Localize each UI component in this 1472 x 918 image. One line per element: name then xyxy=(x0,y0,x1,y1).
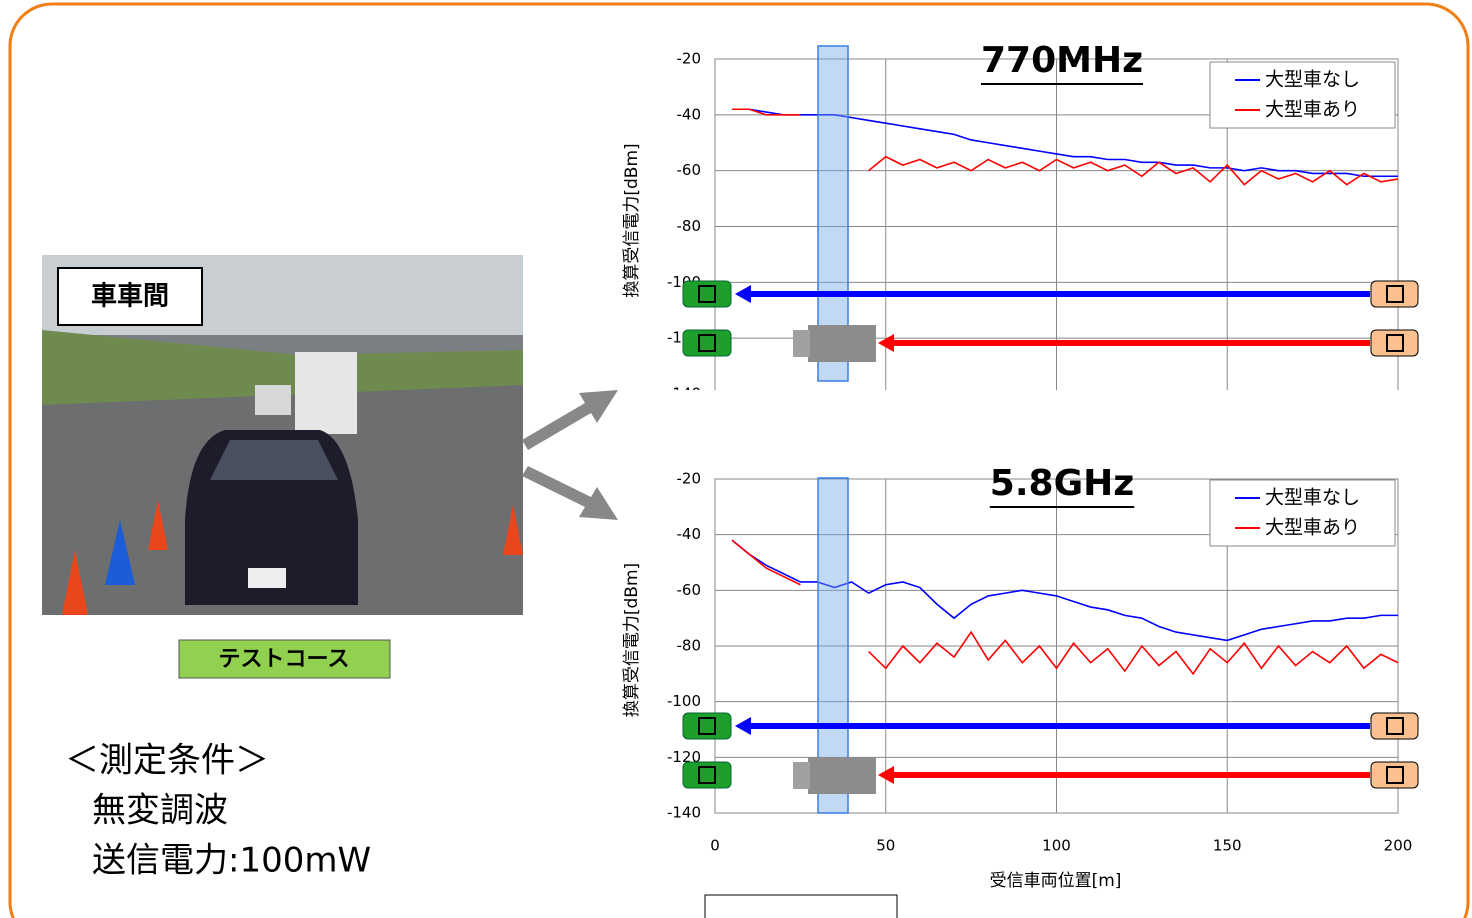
y-tick-label: -100 xyxy=(667,692,701,710)
sender-icon xyxy=(1370,712,1419,740)
chart-title: 770MHz xyxy=(981,40,1143,81)
note-box xyxy=(704,894,898,918)
y-tick-label: -80 xyxy=(677,637,702,655)
x-axis-label: 受信車両位置[m] xyxy=(990,871,1122,891)
x-tick-label: 100 xyxy=(1042,837,1071,855)
x-tick-label: 50 xyxy=(876,837,895,855)
x-tick-label: 200 xyxy=(1384,837,1413,855)
series-line xyxy=(732,108,1398,178)
receiver-icon xyxy=(682,280,732,308)
legend-box xyxy=(1209,479,1396,547)
series-line xyxy=(731,539,1399,676)
pointer-arrows xyxy=(522,390,618,520)
truck-cab xyxy=(793,762,810,789)
receiver-icon-inner xyxy=(698,334,716,352)
sender-icon-inner xyxy=(1386,766,1404,784)
y-tick-label: -120 xyxy=(667,748,701,766)
truck-icon xyxy=(808,325,876,362)
series-line xyxy=(731,539,1398,642)
series-line xyxy=(732,108,1399,186)
y-tick-label: -60 xyxy=(677,581,702,599)
sender-icon xyxy=(1370,329,1419,357)
sender-icon-inner xyxy=(1386,334,1404,352)
y-axis-label: 換算受信電力[dBm] xyxy=(622,563,642,717)
x-tick-label: 0 xyxy=(710,837,720,855)
y-tick-label: -140 xyxy=(667,804,701,822)
legend-label: 大型車なし xyxy=(1265,487,1360,509)
legend-label: 大型車なし xyxy=(1265,69,1360,91)
sender-icon xyxy=(1370,280,1419,308)
y-tick-label: -80 xyxy=(677,217,702,235)
charts: -20 -40 -60 -80 -100 -120 -140 換算受信電力[dBm] 770MH… xyxy=(622,40,1419,891)
photo-caption: テストコース xyxy=(219,647,350,672)
condition: 送信電力:100mW xyxy=(92,841,371,881)
y-tick-label: -40 xyxy=(677,105,702,123)
caption-box xyxy=(178,639,391,679)
y-axis-label: 換算受信電力[dBm] xyxy=(622,143,642,297)
receiver-icon-inner xyxy=(698,717,716,735)
sender-icon-inner xyxy=(1386,717,1404,735)
photo xyxy=(42,255,523,615)
receiver-icon xyxy=(682,761,732,789)
arrow-head xyxy=(735,285,751,303)
sender-icon-inner xyxy=(1386,285,1404,303)
arrow-head xyxy=(735,717,751,735)
receiver-icon-inner xyxy=(698,766,716,784)
truck-cab xyxy=(793,330,810,357)
y-tick-label: -20 xyxy=(677,50,702,68)
arrow-head xyxy=(878,766,894,784)
receiver-icon-inner xyxy=(698,285,716,303)
arrow-head xyxy=(878,334,894,352)
x-tick-label: 150 xyxy=(1213,837,1242,855)
y-tick-label: -60 xyxy=(677,161,702,179)
receiver-icon xyxy=(682,329,732,357)
photo-label: 車車間 xyxy=(91,282,169,312)
truck-icon xyxy=(808,757,876,794)
legend-label: 大型車あり xyxy=(1265,517,1360,539)
condition: 無変調波 xyxy=(92,791,228,831)
y-tick-label: -20 xyxy=(677,470,702,488)
y-tick-label: -140 xyxy=(667,385,701,403)
chart-title: 5.8GHz xyxy=(990,463,1134,504)
legend-box xyxy=(1209,61,1396,129)
y-tick-label: -40 xyxy=(677,525,702,543)
legend-label: 大型車あり xyxy=(1265,99,1360,121)
sender-icon xyxy=(1370,761,1419,789)
conditions-heading: ＜測定条件＞ xyxy=(65,741,269,781)
receiver-icon xyxy=(682,712,732,740)
